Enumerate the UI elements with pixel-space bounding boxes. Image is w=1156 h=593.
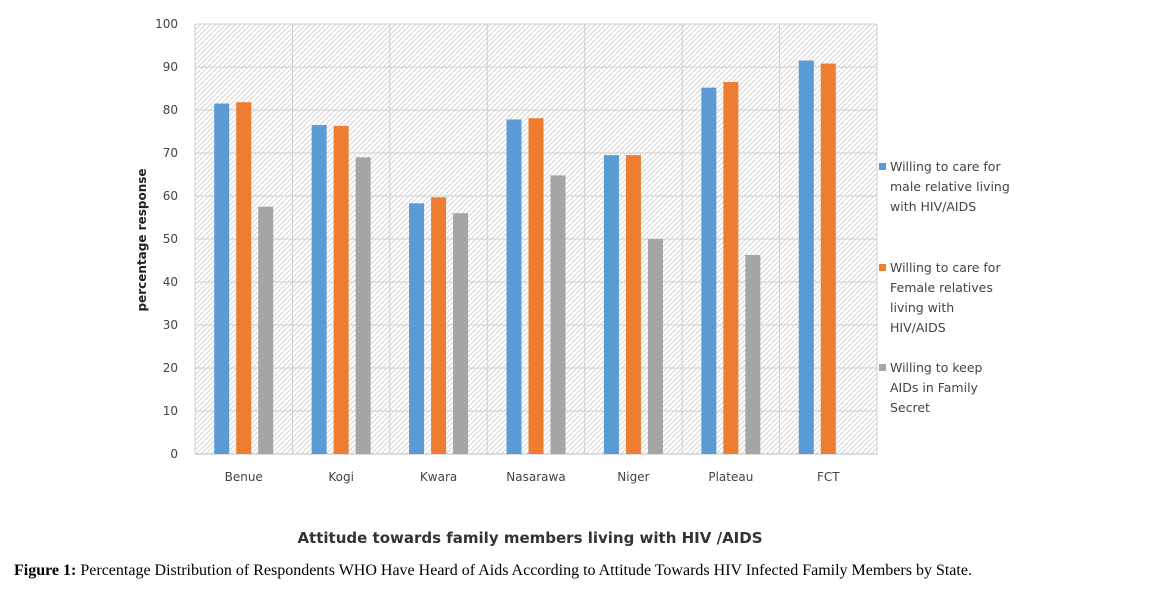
legend: Willing to care for male relative living w… xyxy=(879,159,1010,415)
legend-label: HIV/AIDS xyxy=(890,320,946,335)
legend-label: AIDs in Family xyxy=(890,380,979,395)
caption-text: Percentage Distribution of Respondents W… xyxy=(76,562,972,579)
bar xyxy=(701,87,717,454)
y-axis: 0 10 20 30 40 50 60 70 80 90 100 xyxy=(155,17,178,461)
y-tick-label: 80 xyxy=(163,103,178,117)
bar xyxy=(453,213,469,454)
bar xyxy=(355,157,371,455)
y-tick-label: 100 xyxy=(155,17,178,31)
x-tick-label: Plateau xyxy=(708,470,753,484)
bar xyxy=(311,125,327,455)
legend-label: Female relatives xyxy=(890,280,993,295)
bars xyxy=(214,60,836,455)
bar xyxy=(333,125,349,454)
y-axis-title: percentage response xyxy=(135,168,149,311)
legend-label: Willing to keep xyxy=(890,360,983,375)
bar xyxy=(798,60,814,455)
y-tick-label: 70 xyxy=(163,146,178,160)
y-tick-label: 30 xyxy=(163,318,178,332)
gridlines xyxy=(194,23,878,455)
caption-label: Figure 1: xyxy=(14,562,77,579)
legend-label: living with xyxy=(890,300,954,315)
bar xyxy=(236,102,252,454)
y-tick-label: 60 xyxy=(163,189,178,203)
figure-caption: Figure 1: Percentage Distribution of Res… xyxy=(14,562,1154,580)
bar xyxy=(820,63,836,455)
y-tick-label: 90 xyxy=(163,60,178,74)
legend-label: with HIV/AIDS xyxy=(890,199,976,214)
bar xyxy=(506,119,522,455)
x-tick-label: FCT xyxy=(817,470,840,484)
legend-swatch xyxy=(879,364,886,371)
bar xyxy=(431,197,447,455)
bar xyxy=(550,175,566,455)
bar xyxy=(258,206,274,454)
y-tick-label: 0 xyxy=(170,447,178,461)
legend-label: Secret xyxy=(890,400,930,415)
bar xyxy=(625,155,641,454)
y-tick-label: 20 xyxy=(163,361,178,375)
legend-label: Willing to care for xyxy=(890,260,1001,275)
bar xyxy=(723,82,739,455)
bar xyxy=(745,254,761,454)
x-tick-label: Kogi xyxy=(328,470,354,484)
y-tick-label: 50 xyxy=(163,232,178,246)
x-tick-label: Niger xyxy=(617,470,649,484)
bar xyxy=(409,203,425,454)
y-tick-label: 40 xyxy=(163,275,178,289)
legend-label: Willing to care for xyxy=(890,159,1001,174)
x-axis-title: Attitude towards family members living w… xyxy=(297,529,762,547)
bar xyxy=(528,118,544,455)
x-tick-label: Nasarawa xyxy=(506,470,565,484)
legend-label: male relative living xyxy=(890,179,1010,194)
x-tick-label: Benue xyxy=(225,470,263,484)
legend-swatch xyxy=(879,163,886,170)
bar xyxy=(647,239,663,454)
bar xyxy=(214,103,230,455)
legend-swatch xyxy=(879,264,886,271)
x-axis: Benue Kogi Kwara Nasarawa Niger Plateau FCT xyxy=(225,470,841,484)
x-tick-label: Kwara xyxy=(420,470,457,484)
bar xyxy=(603,155,619,454)
bar-chart: 0 10 20 30 40 50 60 70 80 90 100 Benue Kogi Kwara Nas… xyxy=(135,17,1010,547)
y-tick-label: 10 xyxy=(163,404,178,418)
